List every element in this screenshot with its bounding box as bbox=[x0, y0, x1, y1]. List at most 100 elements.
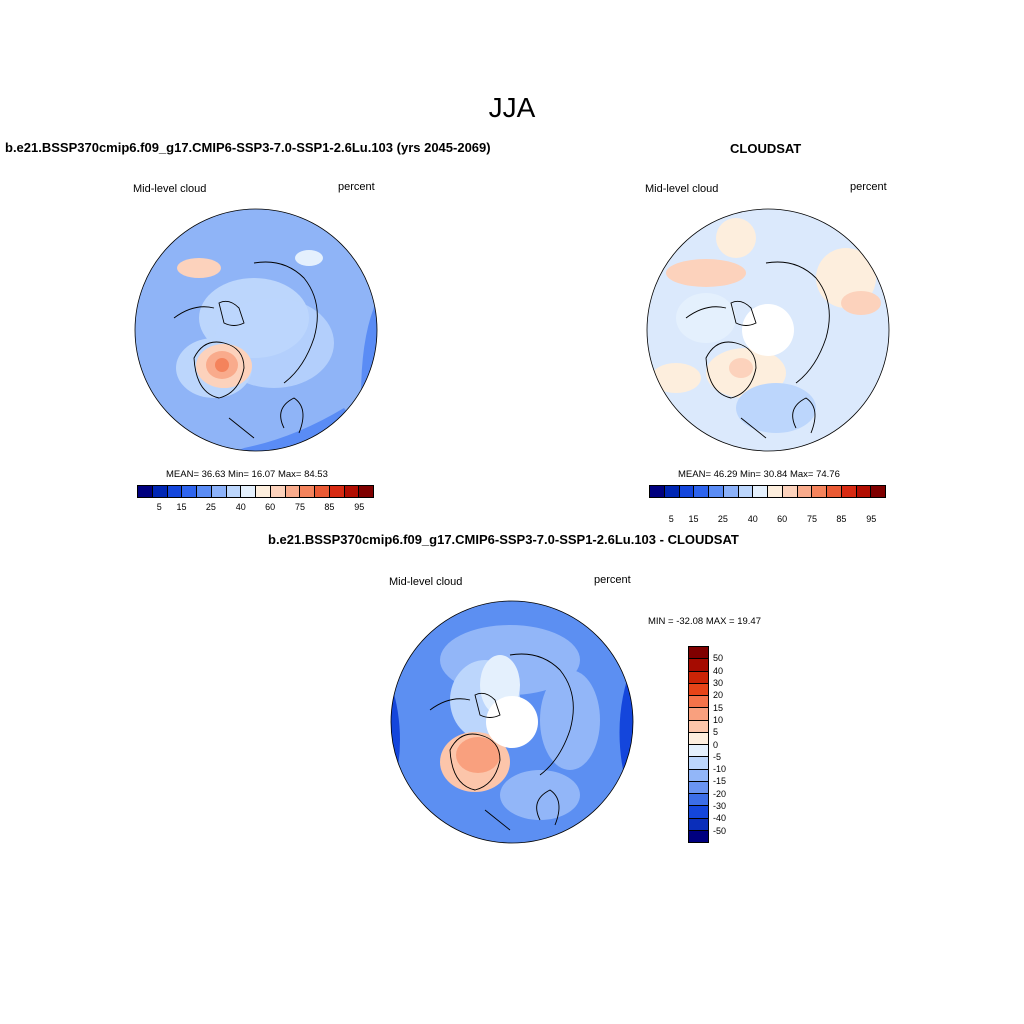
obs-colorbar-swatch bbox=[650, 486, 665, 497]
model-colorbar-tick: 5 bbox=[156, 502, 162, 512]
obs-polar-map bbox=[646, 208, 890, 452]
model-colorbar-swatch bbox=[241, 486, 256, 497]
model-colorbar-swatch bbox=[152, 486, 168, 497]
model-colorbar-swatch bbox=[300, 486, 315, 497]
obs-colorbar-tick: 75 bbox=[807, 514, 818, 524]
obs-colorbar-tick: 95 bbox=[866, 514, 877, 524]
model-colorbar-tick: 15 bbox=[176, 502, 187, 512]
diff-colorbar-swatch bbox=[689, 683, 708, 696]
diff-colorbar-swatch bbox=[689, 757, 708, 770]
model-colorbar-swatch bbox=[197, 486, 212, 497]
diff-colorbar-tick: -30 bbox=[713, 801, 727, 812]
diff-colorbar-swatch bbox=[689, 818, 708, 831]
diff-colorbar-tick: -15 bbox=[713, 776, 727, 787]
figure-title: JJA bbox=[488, 92, 536, 123]
panel-model-title: b.e21.BSSP370cmip6.f09_g17.CMIP6-SSP3-7.… bbox=[5, 140, 491, 155]
panel-obs-stats: MEAN= 46.29 Min= 30.84 Max= 74.76 bbox=[678, 469, 840, 480]
obs-colorbar-swatch bbox=[723, 486, 739, 497]
diff-colorbar-swatch bbox=[689, 806, 708, 819]
obs-colorbar-tick: 60 bbox=[777, 514, 788, 524]
obs-colorbar-swatch bbox=[812, 486, 827, 497]
panel-obs-units: percent bbox=[850, 181, 887, 193]
diff-colorbar-tick: 50 bbox=[713, 653, 724, 664]
panel-obs-title: CLOUDSAT bbox=[730, 141, 802, 156]
diff-colorbar-swatch bbox=[689, 659, 708, 672]
model-colorbar-swatch bbox=[285, 486, 301, 497]
model-colorbar-swatch bbox=[167, 486, 183, 497]
diff-colorbar-tick: 20 bbox=[713, 690, 724, 701]
model-colorbar-tick: 60 bbox=[265, 502, 276, 512]
diff-colorbar-tick: -10 bbox=[713, 764, 727, 775]
model-colorbar-swatch bbox=[329, 486, 345, 497]
panel-diff-variable: Mid-level cloud bbox=[389, 576, 463, 588]
obs-colorbar-swatch bbox=[753, 486, 768, 497]
diff-colorbar-swatch bbox=[689, 830, 708, 842]
panel-model-units: percent bbox=[338, 181, 375, 193]
obs-colorbar-swatch bbox=[664, 486, 680, 497]
model-colorbar-swatch bbox=[226, 486, 242, 497]
panel-diff-units: percent bbox=[594, 574, 631, 586]
diff-colorbar bbox=[688, 646, 709, 843]
diff-polar-map bbox=[390, 600, 634, 844]
model-colorbar-labels: 5 15 25 40 60 75 85 95 bbox=[137, 502, 374, 514]
panel-obs-variable: Mid-level cloud bbox=[645, 183, 719, 195]
obs-colorbar-swatch bbox=[841, 486, 857, 497]
diff-colorbar-tick: 15 bbox=[713, 702, 724, 713]
model-colorbar-tick: 25 bbox=[205, 502, 216, 512]
diff-colorbar-swatch bbox=[689, 781, 708, 794]
diff-colorbar-tick: -5 bbox=[713, 751, 722, 762]
obs-colorbar-swatch bbox=[709, 486, 724, 497]
obs-colorbar bbox=[649, 485, 886, 498]
model-polar-map bbox=[134, 208, 378, 452]
diff-colorbar-tick: 10 bbox=[713, 714, 724, 725]
model-colorbar-tick: 85 bbox=[324, 502, 335, 512]
obs-colorbar-tick: 5 bbox=[668, 514, 674, 524]
panel-diff-stats: MIN = -32.08 MAX = 19.47 bbox=[648, 616, 762, 627]
model-colorbar-swatch bbox=[315, 486, 330, 497]
model-colorbar-swatch bbox=[359, 486, 373, 497]
obs-colorbar-swatch bbox=[679, 486, 695, 497]
diff-colorbar-swatch bbox=[689, 745, 708, 758]
diff-colorbar-swatch bbox=[689, 769, 708, 782]
diff-colorbar-tick: 5 bbox=[713, 727, 719, 738]
obs-colorbar-swatch bbox=[797, 486, 813, 497]
model-colorbar-swatch bbox=[182, 486, 197, 497]
diff-colorbar-swatch bbox=[689, 794, 708, 807]
obs-colorbar-swatch bbox=[738, 486, 754, 497]
model-colorbar-swatch bbox=[256, 486, 271, 497]
panel-diff-title: b.e21.BSSP370cmip6.f09_g17.CMIP6-SSP3-7.… bbox=[268, 532, 739, 547]
model-colorbar-tick: 95 bbox=[354, 502, 365, 512]
panel-model-variable: Mid-level cloud bbox=[133, 183, 207, 195]
diff-colorbar-labels: 50 40 30 20 15 10 5 0 -5 -10 -15 -20 -30… bbox=[713, 646, 753, 843]
model-colorbar-swatch bbox=[344, 486, 360, 497]
diff-colorbar-tick: -20 bbox=[713, 788, 727, 799]
model-colorbar-swatch bbox=[270, 486, 286, 497]
obs-colorbar-tick: 25 bbox=[717, 514, 728, 524]
diff-colorbar-tick: -50 bbox=[713, 825, 727, 836]
diff-colorbar-swatch bbox=[689, 696, 708, 709]
obs-colorbar-swatch bbox=[856, 486, 872, 497]
diff-colorbar-tick: 30 bbox=[713, 677, 724, 688]
obs-colorbar-swatch bbox=[827, 486, 842, 497]
diff-colorbar-tick: -40 bbox=[713, 813, 727, 824]
diff-colorbar-swatch bbox=[689, 732, 708, 745]
obs-colorbar-tick: 40 bbox=[747, 514, 758, 524]
obs-colorbar-swatch bbox=[768, 486, 783, 497]
model-colorbar-swatch bbox=[138, 486, 153, 497]
model-colorbar-tick: 40 bbox=[235, 502, 246, 512]
model-colorbar-swatch bbox=[211, 486, 227, 497]
diff-colorbar-swatch bbox=[689, 671, 708, 684]
diff-colorbar-swatch bbox=[689, 720, 708, 733]
diff-colorbar-tick: 40 bbox=[713, 665, 724, 676]
obs-colorbar-tick: 15 bbox=[688, 514, 699, 524]
obs-colorbar-tick: 85 bbox=[836, 514, 847, 524]
obs-colorbar-labels: 5 15 25 40 60 75 85 95 bbox=[649, 514, 886, 526]
obs-colorbar-swatch bbox=[694, 486, 709, 497]
panel-model-stats: MEAN= 36.63 Min= 16.07 Max= 84.53 bbox=[166, 469, 328, 480]
model-colorbar-tick: 75 bbox=[295, 502, 306, 512]
diff-colorbar-swatch bbox=[689, 647, 708, 660]
obs-colorbar-swatch bbox=[782, 486, 798, 497]
model-colorbar bbox=[137, 485, 374, 498]
diff-colorbar-swatch bbox=[689, 708, 708, 721]
diff-colorbar-tick: 0 bbox=[713, 739, 719, 750]
